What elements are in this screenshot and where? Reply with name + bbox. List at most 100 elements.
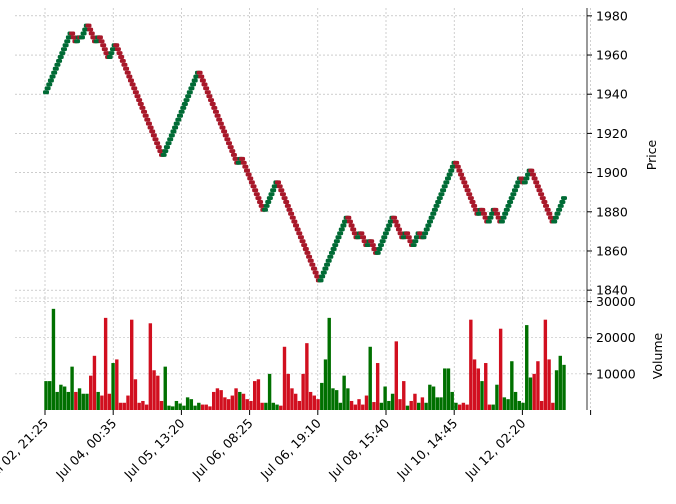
volume-bar-down (92, 355, 97, 410)
volume-bar-down (286, 373, 290, 410)
renko-brick-down (454, 164, 461, 169)
renko-brick-up (165, 141, 172, 146)
renko-brick-down (214, 113, 221, 118)
renko-brick-down (417, 231, 424, 236)
renko-brick-down (471, 203, 478, 208)
renko-brick-down (142, 113, 149, 118)
renko-brick-up (64, 39, 71, 44)
renko-brick-up (270, 188, 277, 193)
renko-brick-down (224, 137, 231, 142)
renko-brick-up (423, 227, 430, 232)
volume-bar-down (498, 328, 503, 410)
volume-bar-up (62, 386, 67, 410)
renko-brick-up (500, 215, 507, 220)
renko-brick-up (377, 243, 384, 248)
renko-brick-down (88, 31, 95, 36)
renko-brick-down (216, 117, 223, 122)
volume-bar-down (211, 391, 216, 410)
renko-brick-down (232, 156, 239, 161)
volume-bar-down (357, 399, 361, 410)
renko-brick-up (167, 137, 174, 142)
price-axis-title: Price (644, 139, 659, 170)
volume-bar-down (204, 404, 208, 410)
volume-bar-up (44, 381, 48, 410)
volume-bar-up (271, 402, 276, 410)
volume-bar-down (137, 402, 141, 410)
renko-brick-up (561, 196, 567, 201)
volume-bar-up (424, 402, 428, 410)
renko-brick-down (250, 184, 257, 189)
volume-bar-down (539, 400, 544, 410)
renko-brick-down (479, 207, 486, 212)
volume-bar-up (48, 381, 52, 410)
volume-bar-up (480, 381, 484, 410)
volume-bar-up (59, 384, 63, 410)
renko-brick-down (90, 35, 97, 40)
renko-brick-down (345, 215, 352, 220)
renko-brick-down (531, 176, 538, 181)
renko-brick-up (78, 35, 85, 40)
renko-brick-up (431, 207, 438, 212)
renko-brick-up (427, 219, 434, 224)
renko-brick-down (459, 176, 466, 181)
renko-brick-down (534, 184, 541, 189)
renko-brick-up (59, 51, 66, 56)
renko-brick-down (149, 129, 156, 134)
volume-bar-up (513, 391, 518, 410)
renko-brick-down (296, 231, 303, 236)
volume-bar-down (461, 402, 466, 410)
volume-bar-up (387, 400, 391, 410)
x-tick-label: Jul 08, 15:40 (325, 415, 392, 482)
x-tick-label: Jul 02, 21:25 (0, 416, 51, 483)
renko-brick-down (136, 98, 143, 103)
volume-bar-down (118, 402, 123, 410)
renko-brick-up (271, 184, 278, 189)
volume-bar-down (312, 395, 317, 410)
renko-brick-down (314, 274, 321, 279)
volume-bar-up (446, 368, 451, 410)
volume-bar-up (528, 377, 533, 410)
renko-brick-down (203, 86, 210, 91)
volume-bar-down (293, 393, 298, 410)
volume-bar-up (275, 404, 279, 410)
volume-bar-down (122, 402, 126, 410)
renko-brick-down (286, 207, 293, 212)
renko-brick-up (420, 235, 427, 240)
renko-brick-down (312, 270, 319, 275)
renko-brick-up (400, 235, 407, 240)
renko-brick-up (74, 39, 81, 44)
renko-brick-up (183, 98, 190, 103)
volume-bar-up (189, 399, 194, 410)
renko-brick-up (523, 176, 530, 181)
renko-brick-up (513, 184, 520, 189)
renko-brick-down (302, 247, 309, 251)
renko-brick-down (155, 145, 162, 150)
volume-bar-up (81, 393, 85, 410)
volume-bar-up (517, 400, 521, 410)
volume-bar-up (562, 364, 566, 410)
renko-brick-down (196, 70, 203, 75)
renko-brick-down (289, 215, 296, 220)
volume-tick-label: 20000 (596, 330, 636, 345)
renko-brick-up (448, 168, 455, 173)
volume-bar-up (491, 404, 495, 410)
volume-bar-down (141, 400, 145, 410)
renko-brick-down (392, 219, 399, 224)
renko-brick-down (309, 262, 316, 267)
volume-bar-down (226, 399, 231, 410)
volume-bar-up (70, 366, 74, 410)
volume-bar-up (525, 325, 529, 410)
renko-brick-down (226, 141, 233, 146)
volume-bar-up (193, 405, 197, 410)
renko-brick-down (546, 211, 553, 216)
volume-bar-down (476, 368, 480, 410)
volume-bar-down (144, 404, 149, 410)
price-tick-label: 1880 (596, 204, 628, 219)
renko-brick-down (96, 35, 103, 40)
renko-brick-down (360, 235, 367, 240)
renko-brick-down (132, 90, 139, 95)
renko-brick-down (482, 215, 489, 220)
renko-brick-down (129, 82, 136, 87)
renko-brick-down (204, 90, 211, 95)
volume-bar-up (96, 391, 100, 410)
